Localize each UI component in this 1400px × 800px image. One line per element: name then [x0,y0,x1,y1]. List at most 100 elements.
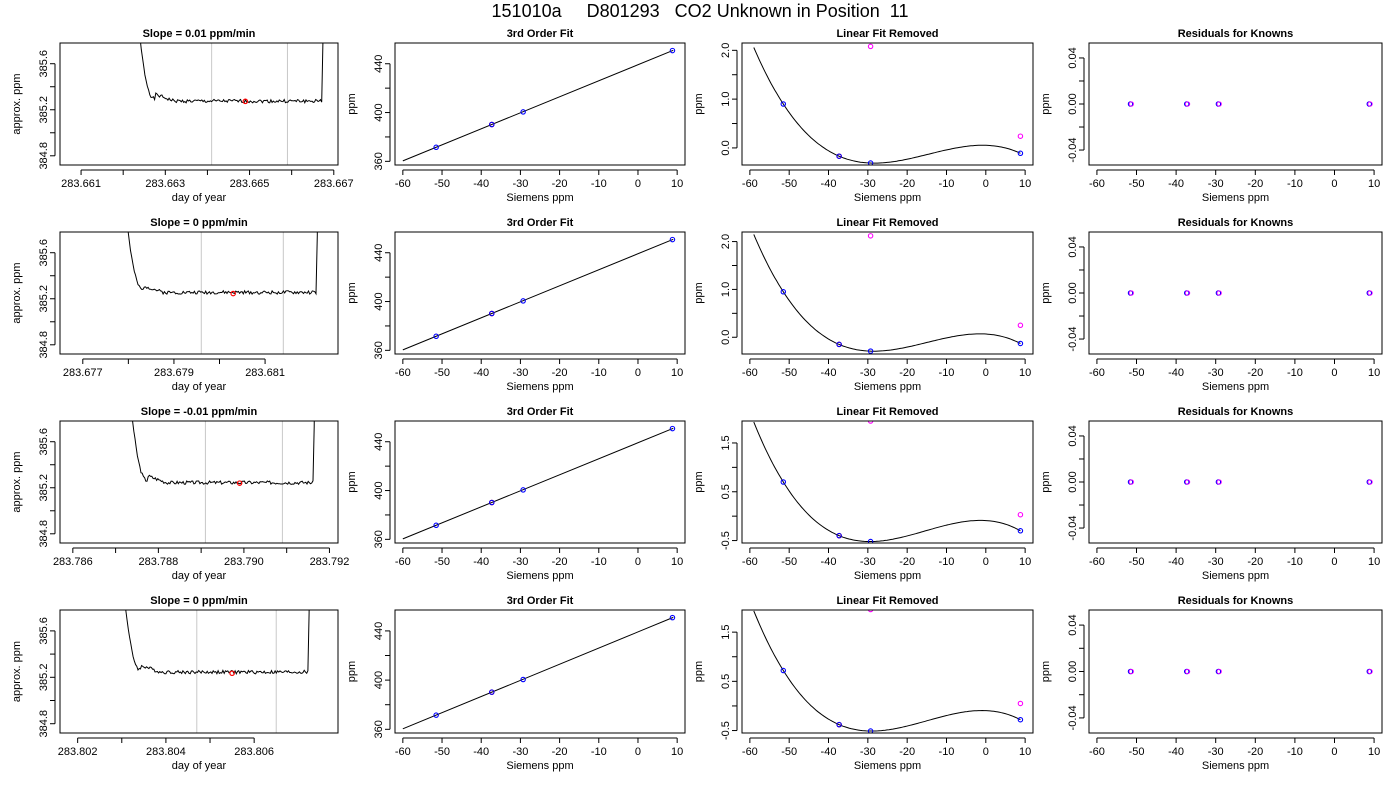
y-tick-label: -0.5 [720,721,732,740]
y-axis-label: ppm [1040,661,1052,682]
panel-title: 3rd Order Fit [507,595,574,607]
x-tick-label: -40 [1168,746,1184,758]
x-tick-label: 283.661 [61,178,101,190]
panel-title: 3rd Order Fit [507,217,574,229]
panel-r2-resid: Linear Fit Removed -60 -50 -40 -30 -20 -10 0 10 0… [693,217,1034,393]
x-tick-label: 283.802 [58,746,98,758]
x-tick-label: 10 [671,178,683,190]
panel-r1-drift: Slope = 0.01 ppm/min 283.661 283.663 283.66… [11,28,354,204]
x-tick-label: 0 [635,556,641,568]
panel-r4-fit: 3rd Order Fit -60 -50 -40 -30 -20 -10 0 10 360 400… [346,595,686,772]
y-tick-label: 1.0 [720,91,732,106]
x-tick-label: -10 [591,556,607,568]
x-tick-label: 10 [1368,746,1380,758]
x-tick-label: 0 [1331,746,1337,758]
fit-line [402,49,674,162]
plot-area [402,425,676,540]
x-tick-label: -50 [434,367,450,379]
plot-frame [1088,609,1383,734]
known-point [489,499,495,506]
x-tick-label: -10 [939,367,955,379]
residual-point [1017,700,1024,707]
y-tick-label: 385.6 [38,50,50,78]
x-tick-label: -40 [473,367,489,379]
x-tick-label: -40 [821,367,837,379]
known-point [780,101,787,107]
panel-r2-fit: 3rd Order Fit -60 -50 -40 -30 -20 -10 0 10 360 400… [346,217,686,393]
panel-r3-known: Residuals for Knowns -60 -50 -40 -30 -20 -10 0 1… [1040,406,1383,582]
x-tick-label: -30 [1208,178,1224,190]
panel-title: Slope = 0.01 ppm/min [143,28,256,40]
x-tick-label: -10 [591,746,607,758]
x-tick-label: -50 [781,746,797,758]
sample-point [230,290,236,297]
y-tick-label: -0.04 [1067,326,1079,351]
plot-frame [1088,420,1383,544]
x-tick-label: -50 [1129,178,1145,190]
known-point [520,676,526,683]
x-axis-label: Siemens ppm [506,760,573,772]
plot-area [1127,668,1373,675]
known-point [1017,150,1024,157]
x-tick-label: -50 [1129,746,1145,758]
y-tick-label: 2.0 [720,43,732,58]
residual-point [1367,290,1373,296]
known-point [836,153,842,159]
x-tick-label: 0 [983,178,989,190]
x-axis-label: Siemens ppm [506,192,573,204]
x-tick-label: -20 [899,556,915,568]
y-tick-label: 384.8 [38,710,50,738]
x-tick-label: -60 [1089,556,1105,568]
x-tick-label: 283.790 [224,556,264,568]
panel-title: Slope = -0.01 ppm/min [141,406,258,418]
x-tick-label: 0 [1331,367,1337,379]
plot-area [753,421,1024,543]
sample-point [242,98,249,105]
x-tick-label: -60 [1089,178,1105,190]
y-axis-label: ppm [346,282,358,303]
panel-title: Residuals for Knowns [1178,406,1294,418]
y-tick-label: 360 [373,341,385,359]
panel-title: Linear Fit Removed [836,595,938,607]
panel-title: Residuals for Knowns [1178,217,1294,229]
y-axis-label: approx. ppm [11,641,23,702]
residual-point [867,610,874,613]
fit-curve [753,234,1021,352]
x-tick-label: -50 [1129,556,1145,568]
y-axis-label: approx. ppm [11,451,23,512]
x-tick-label: -50 [434,746,450,758]
x-tick-label: -40 [473,556,489,568]
x-tick-label: -40 [821,556,837,568]
y-axis-label: ppm [346,93,358,114]
y-axis-label: ppm [346,471,358,492]
x-tick-label: 10 [1019,367,1031,379]
y-tick-label: 0.00 [1067,471,1079,492]
x-tick-label: 10 [1019,746,1031,758]
y-tick-label: 440 [373,55,385,73]
plot-frame [741,231,1034,355]
y-tick-label: 384.8 [38,142,50,170]
y-axis-label: approx. ppm [11,73,23,134]
y-tick-label: 384.8 [38,520,50,548]
plot-frame [394,609,686,734]
x-axis-label: day of year [172,381,227,393]
x-tick-label: -60 [742,746,758,758]
residual-point [1216,290,1222,296]
x-tick-label: -60 [395,367,411,379]
y-tick-label: 360 [373,152,385,170]
plot-frame [1088,231,1383,355]
plot-area [140,43,324,165]
residual-point [1216,668,1222,675]
plot-area [1127,101,1373,107]
known-point [1017,528,1024,534]
x-tick-label: -10 [591,367,607,379]
x-tick-label: -60 [742,556,758,568]
x-tick-label: -50 [434,556,450,568]
x-tick-label: 0 [1331,178,1337,190]
known-point [669,47,676,54]
panel-title: Linear Fit Removed [836,217,938,229]
plot-frame [394,420,686,544]
known-point [669,614,676,621]
plot-area [127,232,318,354]
y-tick-label: 400 [373,292,385,310]
